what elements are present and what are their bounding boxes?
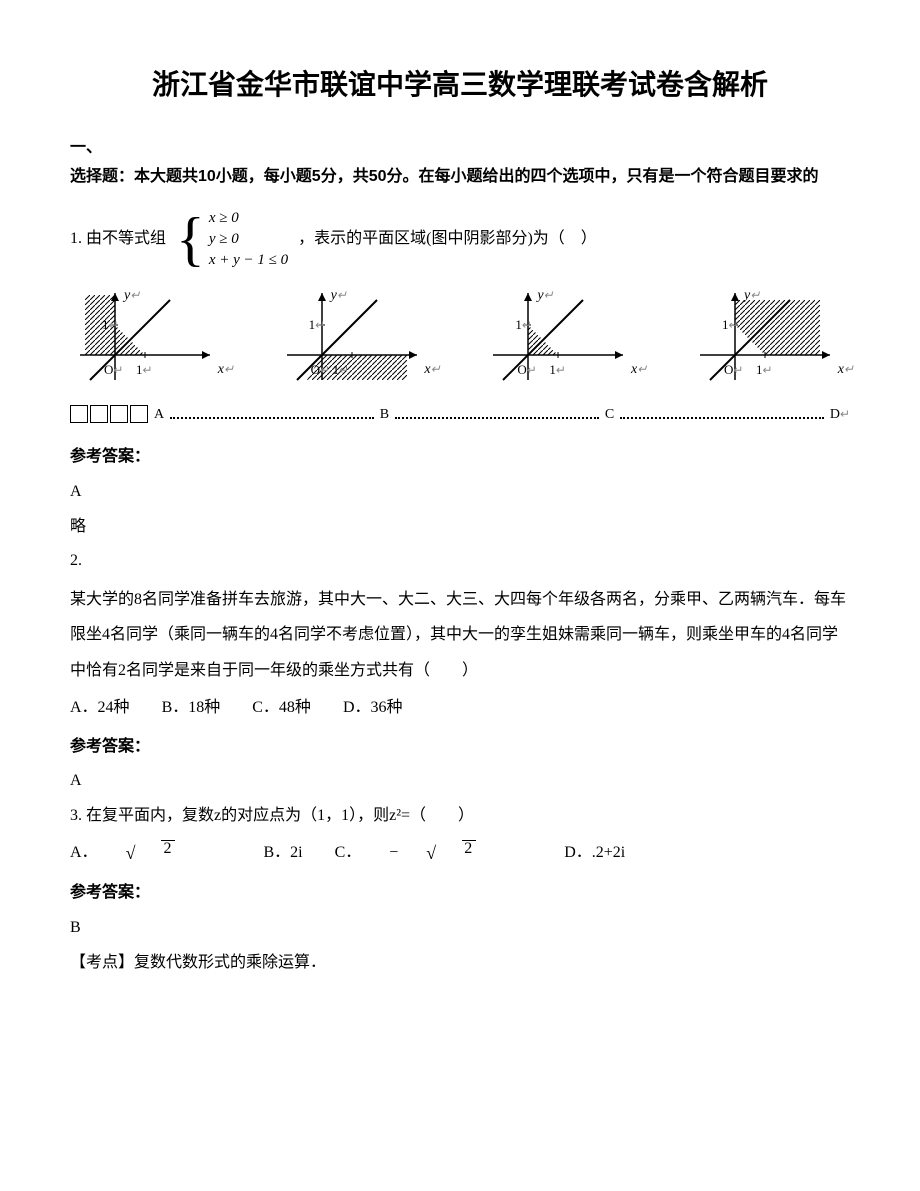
- sqrt-icon: √2: [126, 837, 204, 869]
- q1-option-labels: A B C D↵: [70, 402, 850, 427]
- tick-1-y: 1↵: [515, 313, 532, 337]
- answer-heading: 参考答案：: [70, 733, 850, 762]
- checkbox-icon: [70, 405, 148, 423]
- section-1-heading: 一、 选择题：本大题共10小题，每小题5分，共50分。在每小题给出的四个选项中，…: [70, 134, 850, 192]
- sqrt-icon: √2: [426, 837, 504, 869]
- axis-y-label: y↵: [537, 283, 553, 308]
- axis-y-label: y↵: [744, 283, 760, 308]
- sys-line: x ≥ 0: [209, 208, 288, 229]
- q1-answer: A: [70, 478, 850, 507]
- q2-answer: A: [70, 767, 850, 796]
- answer-heading: 参考答案：: [70, 443, 850, 472]
- tick-1-x: 1↵: [549, 358, 566, 382]
- q1-prefix: 1. 由不等式组: [70, 230, 166, 247]
- sys-line: x + y − 1 ≤ 0: [209, 250, 288, 271]
- tick-1-y: 1↵: [722, 313, 739, 337]
- axis-x-label: x↵: [424, 357, 440, 382]
- opt-d: D．36种: [343, 699, 403, 716]
- tick-1-x: 1↵: [333, 358, 350, 382]
- q2-options: A．24种 B．18种 C．48种 D．36种: [70, 694, 850, 723]
- q3-options: A．√2 B．2i C．−√2 D．.2+2i: [70, 837, 850, 869]
- q3-answer: B: [70, 914, 850, 943]
- opt-c: C．−√2: [335, 844, 537, 861]
- region-chart-icon: [277, 285, 437, 385]
- axis-y-label: y↵: [124, 283, 140, 308]
- origin-label: O↵: [104, 358, 123, 382]
- opt-a-label: A: [154, 402, 164, 427]
- tick-1-y: 1↵: [102, 313, 119, 337]
- opt-d-label: D: [830, 402, 840, 427]
- origin-label: O↵: [517, 358, 536, 382]
- opt-d: D．.2+2i: [564, 844, 625, 861]
- chart-option-c: y↵ x↵ 1↵ 1↵ O↵: [483, 285, 643, 396]
- q1-suffix: ，表示的平面区域(图中阴影部分)为（ ）: [298, 230, 597, 247]
- q3-keypoint: 【考点】复数代数形式的乘除运算．: [70, 949, 850, 978]
- left-brace-icon: {: [176, 209, 205, 269]
- q2-text: 某大学的8名同学准备拼车去旅游，其中大一、大二、大三、大四每个年级各两名，分乘甲…: [70, 582, 850, 688]
- opt-b: B．2i: [263, 844, 302, 861]
- opt-c: C．48种: [252, 699, 311, 716]
- q2-number: 2.: [70, 547, 850, 576]
- question-1: 1. 由不等式组 { x ≥ 0 y ≥ 0 x + y − 1 ≤ 0 ，表示…: [70, 208, 850, 271]
- tick-1-x: 1↵: [756, 358, 773, 382]
- opt-b-label: B: [380, 402, 389, 427]
- q1-charts-row: y↵ x↵ 1↵ 1↵ O↵ y↵ x↵ 1↵ 1↵ O↵: [70, 285, 850, 396]
- axis-x-label: x↵: [838, 357, 854, 382]
- chart-option-d: y↵ x↵ 1↵ 1↵ O↵: [690, 285, 850, 396]
- tick-1-y: 1↵: [309, 313, 326, 337]
- page-title: 浙江省金华市联谊中学高三数学理联考试卷含解析: [70, 60, 850, 110]
- axis-x-label: x↵: [218, 357, 234, 382]
- opt-a: A．24种: [70, 699, 130, 716]
- opt-c-label: C: [605, 402, 614, 427]
- inequality-system: { x ≥ 0 y ≥ 0 x + y − 1 ≤ 0: [176, 208, 288, 271]
- q3-text: 3. 在复平面内，复数z的对应点为（1，1），则z²=（ ）: [70, 802, 850, 831]
- answer-heading: 参考答案：: [70, 879, 850, 908]
- q1-note: 略: [70, 513, 850, 542]
- opt-a: A．√2: [70, 844, 235, 861]
- opt-b: B．18种: [162, 699, 221, 716]
- sys-line: y ≥ 0: [209, 229, 288, 250]
- origin-label: O↵: [311, 358, 330, 382]
- chart-option-a: y↵ x↵ 1↵ 1↵ O↵: [70, 285, 230, 396]
- axis-y-label: y↵: [331, 283, 347, 308]
- origin-label: O↵: [724, 358, 743, 382]
- chart-option-b: y↵ x↵ 1↵ 1↵ O↵: [277, 285, 437, 396]
- axis-x-label: x↵: [631, 357, 647, 382]
- tick-1-x: 1↵: [136, 358, 153, 382]
